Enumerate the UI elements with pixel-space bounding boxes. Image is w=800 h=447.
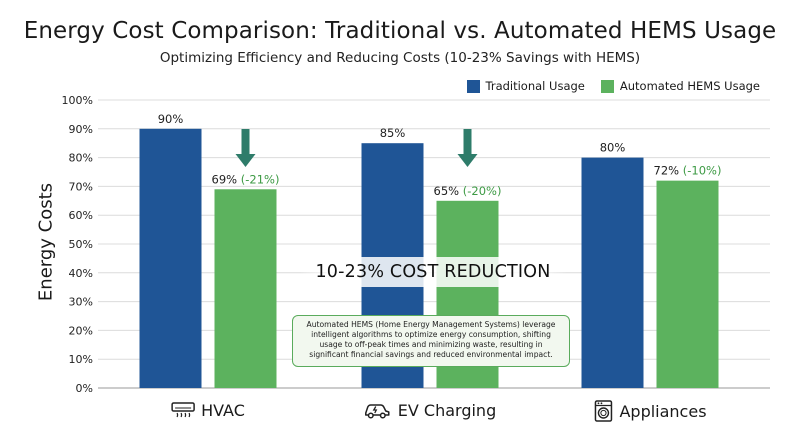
y-tick-label: 0% [76,382,93,395]
bar-label-automated: 69% (-21%) [212,172,280,186]
reduction-arrow-head [457,154,478,167]
y-tick-label: 80% [69,152,93,165]
bar-automated [656,180,719,388]
category-label-hvac: HVAC [201,400,245,420]
legend-label-automated: Automated HEMS Usage [619,79,760,93]
y-tick-label: 50% [69,238,93,251]
y-tick-label: 100% [62,94,93,107]
cost-reduction-banner: 10-23% COST REDUCTION [315,262,551,282]
y-tick-label: 90% [69,123,93,136]
y-tick-label: 10% [69,353,93,366]
legend-item-traditional: Traditional Usage [466,79,585,93]
y-tick-label: 70% [69,180,93,193]
appliances-icon [593,400,613,422]
reduction-arrow-shaft [241,129,250,155]
reduction-arrow-head [235,154,256,167]
chart-title: Energy Cost Comparison: Traditional vs. … [23,18,777,44]
hvac-icon [171,400,195,420]
bar-automated [214,189,277,388]
bar-label-change: (-21%) [241,172,280,186]
bar-label-change: (-10%) [683,164,722,178]
category-label-appliances: Appliances [619,401,707,421]
bar-label-value: 65% [434,184,463,198]
bar-label-traditional: 90% [158,112,184,126]
bar-label-automated: 72% (-10%) [654,164,722,178]
category-hvac: HVAC [171,400,245,420]
y-tick-label: 60% [69,209,93,222]
reduction-arrow-shaft [463,129,472,155]
y-tick-label: 20% [69,324,93,337]
y-tick-label: 40% [69,267,93,280]
bar-label-value: 72% [654,164,683,178]
bar-traditional [581,157,644,388]
y-tick-label: 30% [69,296,93,309]
legend: Traditional Usage Automated HEMS Usage [466,79,760,93]
legend-item-automated: Automated HEMS Usage [600,79,760,93]
hems-explanation-note: Automated HEMS (Home Energy Management S… [292,315,570,367]
chart-subtitle: Optimizing Efficiency and Reducing Costs… [159,50,641,66]
category-ev-charging: EV Charging [364,400,496,420]
bar-label-value: 69% [212,172,241,186]
bar-label-traditional: 80% [600,141,626,155]
category-appliances: Appliances [593,400,707,422]
bar-label-automated: 65% (-20%) [434,184,502,198]
legend-label-traditional: Traditional Usage [485,79,585,93]
bar-label-change: (-20%) [463,184,502,198]
category-label-ev-charging: EV Charging [397,400,497,420]
bar-traditional [139,128,202,389]
bar-label-traditional: 85% [380,126,406,140]
legend-swatch-traditional [466,79,480,93]
ev-charging-icon [364,400,392,420]
legend-swatch-automated [600,79,614,93]
banner-backdrop [300,257,566,287]
